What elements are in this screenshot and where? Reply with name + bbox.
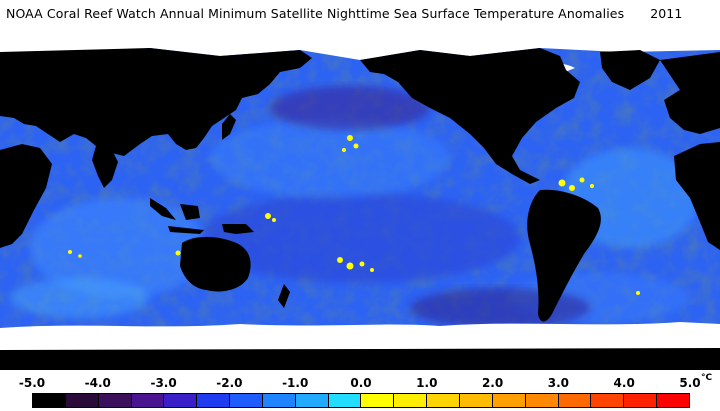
- land-south-america: [527, 189, 601, 322]
- land-north-america: [360, 48, 580, 184]
- land-europe-east: [660, 52, 720, 134]
- colorbar-tick-label: -4.0: [84, 376, 111, 390]
- colorbar-tick-label: -1.0: [282, 376, 309, 390]
- colorbar-cell: [657, 394, 689, 407]
- colorbar-tick-label: -2.0: [216, 376, 243, 390]
- colorbar-tick-label: 3.0: [547, 376, 570, 390]
- title-year: 2011: [650, 6, 683, 21]
- colorbar-cell: [591, 394, 625, 407]
- colorbar-cell: [558, 394, 592, 407]
- colorbar-cell: [295, 394, 329, 407]
- land-indonesia: [150, 198, 204, 234]
- landmasses: [0, 48, 720, 370]
- figure-title: NOAA Coral Reef Watch Annual Minimum Sat…: [6, 6, 682, 21]
- colorbar-cell: [459, 394, 493, 407]
- land-japan: [222, 114, 236, 140]
- title-text: NOAA Coral Reef Watch Annual Minimum Sat…: [6, 6, 625, 21]
- colorbar-cell: [492, 394, 526, 407]
- land-australia: [180, 236, 251, 292]
- colorbar-tick-label: -5.0: [18, 376, 46, 390]
- colorbar-cell: [394, 394, 428, 407]
- colorbar-tick-label: 2.0: [481, 376, 504, 390]
- colorbar-cell: [230, 394, 263, 407]
- colorbar-cell: [197, 394, 231, 407]
- colorbar-labels: -5.0 -4.0 -3.0 -2.0 -1.0 0.0 1.0 2.0 3.0 4.0 5.0 °C: [0, 373, 720, 392]
- colorbar-cell: [427, 394, 460, 407]
- colorbar-cell: [624, 394, 658, 407]
- land-antarctica: [0, 348, 720, 370]
- land-new-guinea: [222, 224, 254, 234]
- land-greenland: [600, 50, 660, 90]
- colorbar-cell: [525, 394, 559, 407]
- colorbar-cell: [98, 394, 132, 407]
- colorbar-tick-label: 1.0: [416, 376, 438, 390]
- colorbar-cell: [65, 394, 99, 407]
- colorbar-cell: [328, 394, 362, 407]
- unit-label: °C: [701, 373, 713, 383]
- colorbar-cell: [262, 394, 296, 407]
- colorbar-tick-label: 0.0: [350, 376, 372, 390]
- colorbar-cell: [361, 394, 395, 407]
- colorbar-cell: [131, 394, 165, 407]
- world-map: [0, 38, 720, 370]
- land-new-zealand: [278, 284, 290, 308]
- colorbar-tick-label: -3.0: [150, 376, 177, 390]
- land-eurasia: [0, 48, 312, 156]
- colorbar: [32, 393, 690, 408]
- land-india: [92, 146, 118, 188]
- colorbar-tick-label: 4.0: [613, 376, 635, 390]
- land-west-africa: [674, 142, 720, 250]
- colorbar-cell: [33, 394, 66, 407]
- colorbar-tick-label: 5.0: [679, 376, 701, 390]
- land-africa: [0, 144, 52, 248]
- colorbar-cell: [164, 394, 198, 407]
